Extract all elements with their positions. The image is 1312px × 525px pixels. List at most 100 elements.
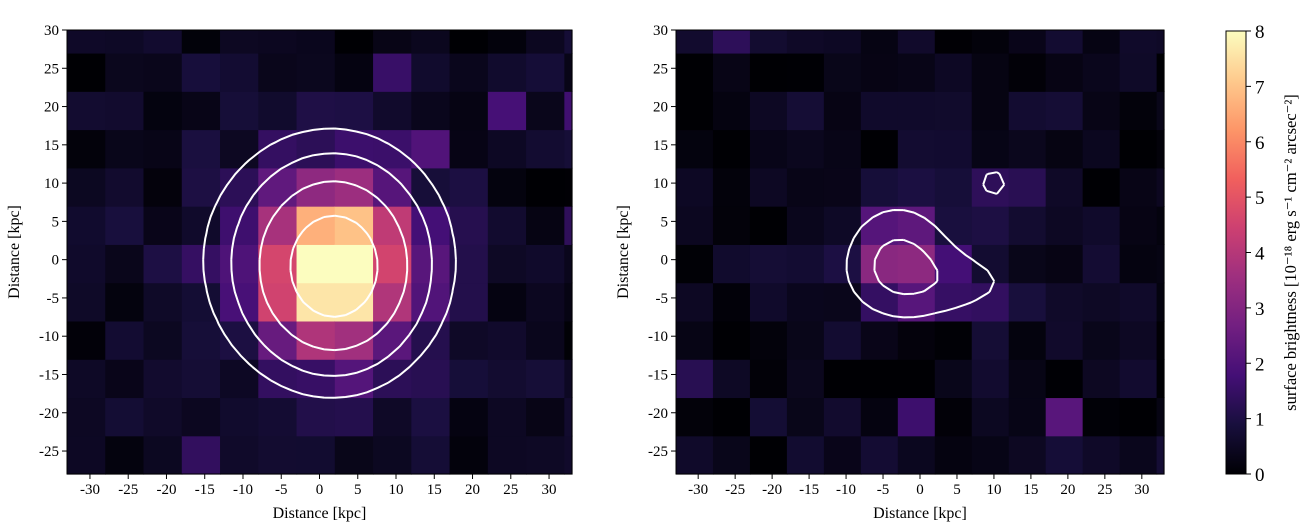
heatmap-pixel: [373, 435, 412, 475]
heatmap-pixel: [487, 167, 527, 207]
heatmap-pixel: [1082, 359, 1121, 399]
heatmap-pixel: [220, 282, 259, 322]
heatmap-pixel: [934, 129, 973, 169]
x-tick-label: -25: [118, 482, 138, 498]
x-tick-label: -20: [762, 482, 782, 498]
x-tick-label: 15: [1023, 482, 1038, 498]
heatmap-pixel: [487, 435, 527, 475]
heatmap-pixel: [749, 435, 788, 475]
y-tick-label: 15: [44, 138, 59, 154]
heatmap-pixel: [181, 129, 221, 169]
heatmap-pixel: [1119, 320, 1158, 360]
heatmap-pixel: [860, 167, 899, 207]
heatmap-pixel: [526, 359, 565, 399]
heatmap-pixel: [712, 359, 751, 399]
heatmap-pixel: [143, 320, 183, 360]
heatmap-pixel: [786, 435, 825, 475]
heatmap-pixel: [1082, 282, 1121, 322]
heatmap-pixel: [411, 52, 451, 92]
heatmap-pixel: [373, 397, 412, 437]
heatmap-pixel: [487, 282, 527, 322]
heatmap-pixel: [749, 282, 788, 322]
heatmap-pixel: [105, 435, 145, 475]
heatmap-pixel: [67, 435, 106, 475]
heatmap-pixel: [487, 397, 527, 437]
heatmap-pixel: [373, 129, 412, 169]
colorbar-tick-label: 4: [1255, 244, 1265, 265]
heatmap-pixel: [676, 435, 714, 475]
heatmap-pixel: [1156, 129, 1165, 169]
heatmap-pixel: [411, 359, 451, 399]
y-tick-label: 25: [653, 61, 668, 77]
heatmap-pixel: [786, 91, 825, 131]
heatmap-pixel: [1082, 52, 1121, 92]
heatmap-pixel: [220, 129, 259, 169]
heatmap-pixel: [67, 206, 106, 245]
y-tick-label: -10: [648, 329, 668, 345]
x-tick-label: -15: [799, 482, 819, 498]
heatmap-pixel: [564, 282, 573, 322]
heatmap-pixel: [526, 167, 565, 207]
heatmap-pixel: [897, 320, 936, 360]
heatmap-pixel: [220, 435, 259, 475]
y-tick-label: 0: [52, 253, 60, 269]
heatmap-pixel: [786, 129, 825, 169]
heatmap-pixel: [1119, 435, 1158, 475]
heatmap-pixel: [749, 397, 788, 437]
heatmap-pixel: [749, 244, 788, 284]
heatmap-pixel: [67, 244, 106, 284]
heatmap-pixel: [258, 91, 298, 131]
heatmap-pixel: [860, 52, 899, 92]
heatmap-pixel: [143, 435, 183, 475]
heatmap-pixel: [786, 359, 825, 399]
heatmap-pixel: [1119, 30, 1158, 54]
heatmap-pixel: [934, 359, 973, 399]
heatmap-pixel: [823, 244, 862, 284]
heatmap-pixel: [296, 52, 336, 92]
heatmap-pixel: [897, 167, 936, 207]
heatmap-pixel: [181, 397, 221, 437]
heatmap-pixels: [67, 30, 573, 475]
x-tick-label: 25: [1097, 482, 1112, 498]
heatmap-pixel: [1119, 244, 1158, 284]
heatmap-pixel: [411, 167, 451, 207]
heatmap-pixel: [296, 91, 336, 131]
heatmap-pixel: [1045, 435, 1084, 475]
heatmap-pixel: [564, 320, 573, 360]
heatmap-pixel: [564, 244, 573, 284]
colorbar-tick-label: 7: [1255, 77, 1265, 98]
heatmap-pixel: [1156, 52, 1165, 92]
heatmap-pixel: [860, 435, 899, 475]
heatmap-pixel: [1045, 244, 1084, 284]
heatmap-pixel: [181, 435, 221, 475]
y-tick-label: -25: [648, 444, 668, 460]
heatmap-pixel: [143, 206, 183, 245]
contour-line: [845, 171, 1006, 319]
heatmap-pixel: [258, 30, 298, 54]
heatmap-pixel: [181, 359, 221, 399]
heatmap-pixel: [181, 320, 221, 360]
colorbar-tick-label: 3: [1255, 299, 1265, 320]
heatmap-pixel: [786, 52, 825, 92]
heatmap-pixel: [526, 129, 565, 169]
heatmap-pixel: [897, 91, 936, 131]
heatmap-pixel: [258, 282, 298, 322]
heatmap-pixel: [220, 91, 259, 131]
heatmap-pixel: [1156, 244, 1165, 284]
heatmap-pixel: [564, 129, 573, 169]
heatmap-pixel: [143, 30, 183, 54]
contours: [845, 171, 1006, 319]
heatmap-pixel: [971, 206, 1010, 245]
heatmap-pixel: [449, 282, 489, 322]
heatmap-pixel: [971, 129, 1010, 169]
heatmap-pixel: [1156, 206, 1165, 245]
heatmap-pixel: [449, 52, 489, 92]
heatmap-pixel: [934, 320, 973, 360]
heatmap-pixel: [105, 320, 145, 360]
heatmap-pixel: [934, 52, 973, 92]
heatmap-pixel: [712, 282, 751, 322]
heatmap-pixel: [823, 206, 862, 245]
x-axis-label: Distance [kpc]: [273, 505, 367, 522]
heatmap-pixel: [934, 91, 973, 131]
